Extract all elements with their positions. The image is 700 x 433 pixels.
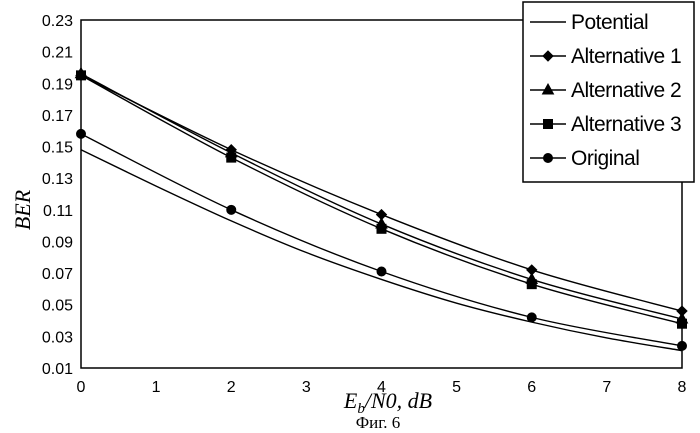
y-tick-label: 0.13 (42, 171, 73, 188)
y-tick-label: 0.01 (42, 361, 73, 378)
legend-label: Alternative 2 (571, 79, 681, 102)
y-tick-label: 0.19 (42, 76, 73, 93)
x-axis-title-rest: /N0, dB (363, 388, 432, 413)
x-axis-title-main: E (343, 388, 358, 413)
x-tick-label: 7 (602, 379, 611, 396)
data-point (227, 153, 236, 162)
y-tick-label: 0.21 (42, 45, 73, 62)
y-tick-label: 0.23 (42, 13, 73, 30)
y-tick-label: 0.11 (43, 203, 73, 220)
y-tick-labels: 0.01 0.03 0.05 0.07 0.09 0.11 0.13 0.15 0.17 0.19… (42, 13, 73, 378)
data-point (377, 267, 386, 276)
x-tick-label: 8 (678, 379, 687, 396)
legend-label: Alternative 3 (571, 113, 681, 136)
x-tick-label: 1 (152, 379, 161, 396)
y-tick-label: 0.07 (42, 266, 73, 283)
y-axis-title: BER (10, 189, 35, 230)
data-point (527, 313, 536, 322)
legend-label: Original (571, 147, 639, 170)
data-point (77, 129, 86, 138)
x-tick-label: 2 (227, 379, 236, 396)
legend-label: Potential (571, 11, 648, 34)
data-point (678, 341, 687, 350)
data-point (377, 224, 386, 233)
y-tick-label: 0.17 (42, 108, 73, 125)
y-tick-label: 0.09 (42, 234, 73, 251)
x-tick-label: 0 (77, 379, 86, 396)
figure-caption: Фиг. 6 (356, 413, 401, 432)
x-tick-label: 3 (302, 379, 311, 396)
y-tick-label: 0.03 (42, 329, 73, 346)
data-point (544, 120, 553, 129)
data-point (77, 71, 86, 80)
legend-label: Alternative 1 (571, 45, 681, 68)
y-tick-label: 0.05 (42, 298, 73, 315)
data-point (227, 205, 236, 214)
legend: Potential Alternative 1 Alternative 2 Alter… (523, 2, 694, 182)
data-point (544, 154, 553, 163)
x-tick-label: 6 (527, 379, 536, 396)
data-point (527, 280, 536, 289)
data-point (678, 319, 687, 328)
y-tick-label: 0.15 (42, 140, 73, 157)
x-tick-label: 5 (452, 379, 461, 396)
